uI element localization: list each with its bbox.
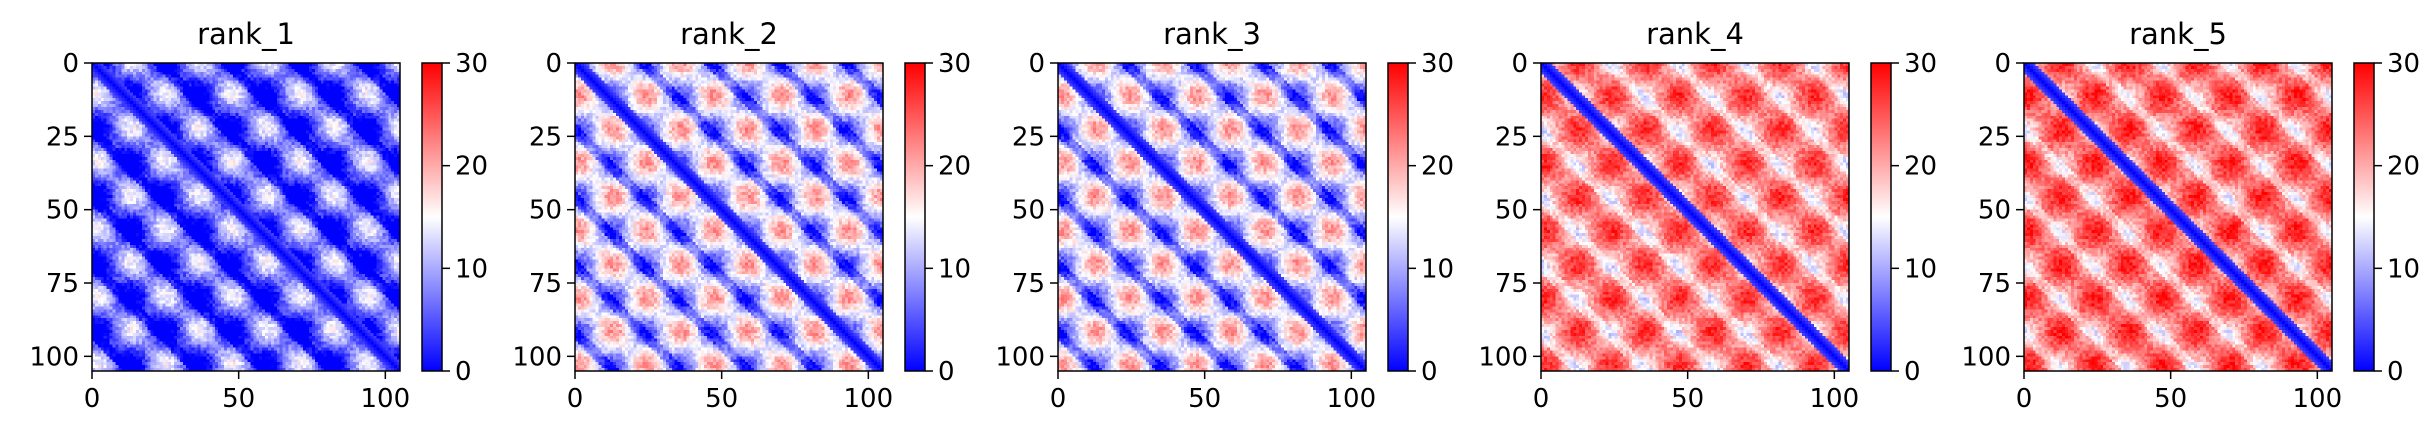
y-tick-label: 100 xyxy=(512,342,562,372)
colorbar-tick-label: 20 xyxy=(455,152,488,182)
y-tick-label: 25 xyxy=(1495,122,1528,152)
colorbar-tick-label: 0 xyxy=(455,357,472,387)
y-tick-label: 25 xyxy=(1978,122,2011,152)
y-tick-label: 100 xyxy=(1961,342,2011,372)
y-tick-label: 25 xyxy=(46,122,79,152)
y-tick-label: 25 xyxy=(1012,122,1045,152)
plot-frame xyxy=(91,62,401,372)
x-tick-label: 0 xyxy=(84,384,101,414)
y-tick-label: 50 xyxy=(1012,196,1045,226)
x-tick-label: 100 xyxy=(1810,384,1860,414)
colorbar-tick-label: 10 xyxy=(1904,254,1937,284)
x-tick-label: 100 xyxy=(2293,384,2343,414)
colorbar-tick-label: 10 xyxy=(938,254,971,284)
x-tick-label: 0 xyxy=(567,384,584,414)
x-tick-label: 50 xyxy=(1671,384,1704,414)
colorbar-tick-label: 0 xyxy=(1421,357,1438,387)
y-tick-label: 75 xyxy=(1495,269,1528,299)
colorbar-tick-label: 20 xyxy=(938,152,971,182)
colorbar xyxy=(421,62,443,372)
heatmap-cells xyxy=(92,63,400,371)
plot-frame xyxy=(1057,62,1367,372)
x-tick-label: 0 xyxy=(1533,384,1550,414)
colorbar-tick-label: 0 xyxy=(1904,357,1921,387)
x-tick-label: 0 xyxy=(2016,384,2033,414)
colorbar xyxy=(1870,62,1892,372)
y-tick-label: 0 xyxy=(1028,49,1045,79)
colorbar-tick-label: 0 xyxy=(2387,357,2404,387)
panel-title: rank_1 xyxy=(197,17,295,51)
y-tick-label: 0 xyxy=(1511,49,1528,79)
x-tick-label: 100 xyxy=(361,384,411,414)
colorbar-tick-label: 30 xyxy=(455,49,488,79)
x-tick-label: 0 xyxy=(1050,384,1067,414)
plot-frame xyxy=(574,62,884,372)
y-tick-label: 50 xyxy=(1978,196,2011,226)
y-tick-label: 50 xyxy=(46,196,79,226)
y-tick-label: 100 xyxy=(995,342,1045,372)
colorbar-tick-label: 30 xyxy=(2387,49,2420,79)
colorbar xyxy=(904,62,926,372)
y-tick-label: 75 xyxy=(46,269,79,299)
y-tick-label: 100 xyxy=(1478,342,1528,372)
x-tick-label: 100 xyxy=(844,384,894,414)
y-tick-label: 50 xyxy=(1495,196,1528,226)
colorbar-tick-label: 30 xyxy=(938,49,971,79)
colorbar-tick-label: 10 xyxy=(1421,254,1454,284)
heatmap-cells xyxy=(1541,63,1849,371)
y-tick-label: 25 xyxy=(529,122,562,152)
y-tick-label: 50 xyxy=(529,196,562,226)
x-tick-label: 50 xyxy=(2154,384,2187,414)
panel-title: rank_5 xyxy=(2129,17,2227,51)
x-tick-label: 50 xyxy=(222,384,255,414)
y-tick-label: 0 xyxy=(545,49,562,79)
x-tick-label: 50 xyxy=(705,384,738,414)
y-tick-label: 0 xyxy=(1994,49,2011,79)
y-tick-label: 100 xyxy=(29,342,79,372)
colorbar-tick-label: 10 xyxy=(455,254,488,284)
heatmap-cells xyxy=(1058,63,1366,371)
y-tick-label: 75 xyxy=(1978,269,2011,299)
x-tick-label: 100 xyxy=(1327,384,1377,414)
colorbar-tick-label: 30 xyxy=(1904,49,1937,79)
panel-title: rank_4 xyxy=(1646,17,1744,51)
colorbar-tick-label: 30 xyxy=(1421,49,1454,79)
panel-title: rank_3 xyxy=(1163,17,1261,51)
colorbar-tick-label: 20 xyxy=(1904,152,1937,182)
plot-frame xyxy=(2023,62,2333,372)
colorbar-tick-label: 20 xyxy=(1421,152,1454,182)
colorbar xyxy=(1387,62,1409,372)
y-tick-label: 75 xyxy=(1012,269,1045,299)
colorbar xyxy=(2353,62,2375,372)
x-tick-label: 50 xyxy=(1188,384,1221,414)
y-tick-label: 75 xyxy=(529,269,562,299)
colorbar-tick-label: 10 xyxy=(2387,254,2420,284)
colorbar-tick-label: 0 xyxy=(938,357,955,387)
heatmap-cells xyxy=(2024,63,2332,371)
y-tick-label: 0 xyxy=(62,49,79,79)
plot-frame xyxy=(1540,62,1850,372)
heatmap-cells xyxy=(575,63,883,371)
panel-title: rank_2 xyxy=(680,17,778,51)
colorbar-tick-label: 20 xyxy=(2387,152,2420,182)
